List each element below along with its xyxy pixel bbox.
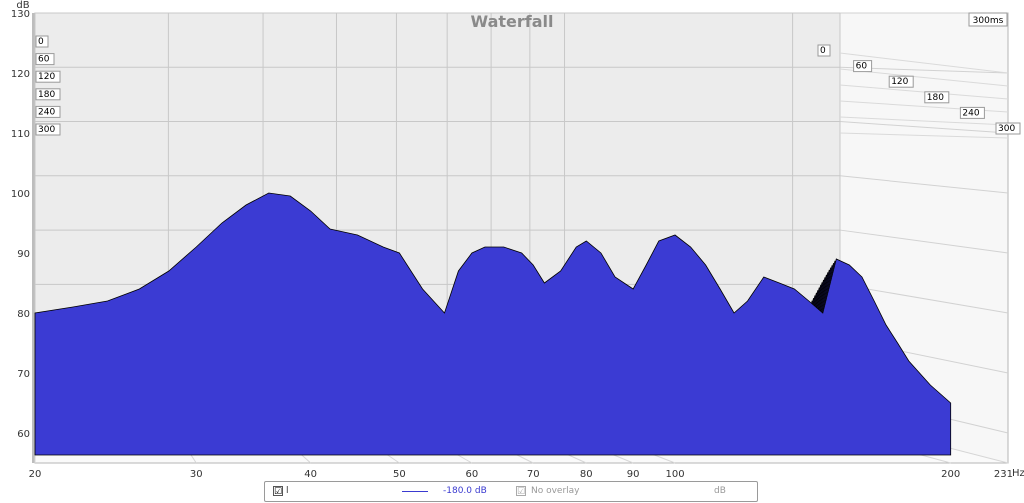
time-gridline <box>839 52 1009 74</box>
y-tick-label: 70 <box>17 369 30 380</box>
time-gridline <box>839 132 1009 139</box>
time-gridline <box>839 116 1009 126</box>
time-tick-right: 60 <box>856 62 868 72</box>
legend-unit: dB <box>714 486 726 496</box>
time-tick-left: 240 <box>38 107 55 117</box>
time-label-box-left <box>35 105 61 118</box>
series-line-sample <box>402 491 428 492</box>
y-tick-label: 120 <box>11 69 30 80</box>
left-edge-bar <box>32 13 35 463</box>
y-tick-label: 90 <box>17 249 30 260</box>
side-y-gridline <box>839 121 1009 134</box>
waterfall-slice <box>34 192 952 456</box>
cursor-value: -180.0 dB <box>443 486 487 496</box>
x-tick-label: 40 <box>304 469 317 480</box>
time-tick-left: 180 <box>38 90 55 100</box>
side-y-gridline <box>839 229 1009 254</box>
chart-title: Waterfall <box>471 12 554 31</box>
y-tick-label: 130 <box>11 9 30 20</box>
time-unit-label: 300ms <box>973 16 1004 26</box>
y-tick-label: 100 <box>11 189 30 200</box>
time-tick-left: 300 <box>38 125 55 135</box>
time-gridline <box>839 84 1009 100</box>
x-tick-label: 70 <box>527 469 540 480</box>
time-label-box-right <box>995 122 1021 135</box>
time-tick-left: 120 <box>38 72 55 82</box>
time-unit-box <box>968 12 1008 27</box>
x-tick-label: 231 <box>994 469 1013 480</box>
x-tick-label: 30 <box>190 469 203 480</box>
x-axis-unit: Hz <box>1012 468 1024 479</box>
time-tick-right: 180 <box>927 93 944 103</box>
time-label-box-right <box>924 91 950 104</box>
time-tick-left: 0 <box>38 37 44 47</box>
time-label-box-right <box>959 106 985 119</box>
time-tick-right: 300 <box>998 124 1015 134</box>
series-checkbox[interactable]: ☑ <box>273 486 283 497</box>
time-tick-left: 60 <box>38 55 50 65</box>
time-tick-right: 240 <box>962 108 979 118</box>
x-tick-label: 60 <box>466 469 479 480</box>
time-tick-right: 120 <box>891 77 908 87</box>
y-tick-label: 80 <box>17 309 30 320</box>
x-tick-label: 90 <box>627 469 640 480</box>
overlay-checkbox[interactable]: ☑ <box>516 486 526 497</box>
side-y-gridline <box>839 175 1009 194</box>
time-label-box-right <box>817 44 831 57</box>
series-label: l <box>286 486 289 496</box>
time-label-box-left <box>35 70 61 83</box>
x-tick-label: 80 <box>580 469 593 480</box>
y-tick-label: 110 <box>11 129 30 140</box>
time-label-box-left <box>35 88 61 101</box>
time-label-box-left <box>35 53 55 66</box>
x-tick-label: 100 <box>665 469 684 480</box>
y-axis-unit: dB <box>16 0 29 11</box>
time-label-box-right <box>853 60 873 73</box>
overlay-label: No overlay <box>531 486 580 496</box>
y-tick-label: 60 <box>17 429 30 440</box>
time-tick-right: 0 <box>820 46 826 56</box>
time-label-box-left <box>35 35 49 48</box>
x-tick-label: 20 <box>29 469 42 480</box>
time-label-box-right <box>888 75 914 88</box>
x-tick-label: 200 <box>941 469 960 480</box>
x-tick-label: 50 <box>393 469 406 480</box>
legend-bar: ☑ l -180.0 dB ☑ No overlay dB <box>264 481 758 502</box>
time-label-box-left <box>35 123 61 136</box>
